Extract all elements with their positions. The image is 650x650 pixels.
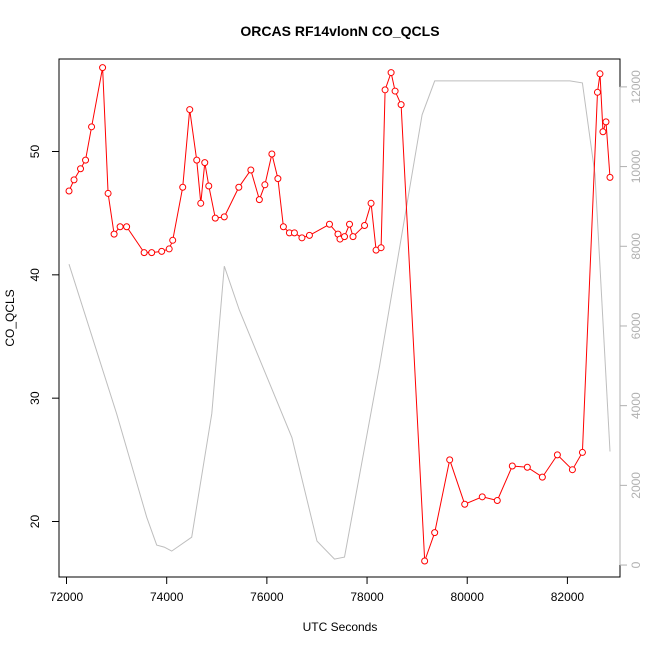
- co-qcls-point: [140, 249, 148, 257]
- co-qcls-point: [77, 165, 85, 173]
- x-tick-label: 82000: [551, 590, 585, 604]
- y2-tick-label: 6000: [629, 312, 643, 339]
- co-qcls-point: [391, 87, 399, 95]
- co-qcls-point: [201, 159, 209, 167]
- y2-tick-label: 12000: [629, 70, 643, 104]
- co-qcls-point: [110, 230, 118, 238]
- co-qcls-point: [421, 557, 429, 565]
- altitude-line: [68, 80, 611, 560]
- co-qcls-point: [578, 448, 586, 456]
- plot-frame: [58, 58, 621, 578]
- y2-tick-label: 10000: [629, 150, 643, 184]
- co-qcls-point: [88, 123, 96, 131]
- y2-tick-label: 8000: [629, 233, 643, 260]
- co-qcls-point: [298, 234, 306, 242]
- co-qcls-point: [325, 220, 333, 228]
- co-qcls-point: [305, 231, 313, 239]
- co-qcls-point: [211, 214, 219, 222]
- co-qcls-line: [68, 67, 611, 562]
- co-qcls-point: [70, 176, 78, 184]
- co-qcls-point: [602, 118, 610, 126]
- co-qcls-point: [596, 70, 604, 78]
- x-tick-label: 76000: [250, 590, 284, 604]
- co-qcls-point: [523, 463, 531, 471]
- co-qcls-point: [478, 493, 486, 501]
- co-qcls-point: [290, 229, 298, 237]
- x-tick-label: 78000: [350, 590, 384, 604]
- series-layer: [65, 64, 614, 565]
- co-qcls-point: [346, 220, 354, 228]
- co-qcls-point: [397, 101, 405, 109]
- y2-tick-label: 0: [629, 561, 643, 568]
- y-axis-right: 0 2000 4000 6000 8000 10000 12000: [619, 70, 643, 568]
- co-qcls-point: [148, 249, 156, 257]
- co-qcls-point: [538, 473, 546, 481]
- co-qcls-point: [82, 156, 90, 164]
- co-qcls-point: [606, 173, 614, 181]
- co-qcls-point: [179, 183, 187, 191]
- co-qcls-point: [461, 500, 469, 508]
- co-qcls-point: [381, 86, 389, 94]
- x-tick-label: 80000: [451, 590, 485, 604]
- co-qcls-point: [553, 451, 561, 459]
- co-qcls-point: [599, 128, 607, 136]
- co-qcls-point: [158, 247, 166, 255]
- x-axis: 72000 74000 76000 78000 80000 82000: [50, 576, 585, 604]
- chart-title: ORCAS RF14vlonN CO_QCLS: [240, 23, 439, 39]
- co-qcls-point: [349, 233, 357, 241]
- co-qcls-point: [279, 223, 287, 231]
- co-qcls-point: [255, 196, 263, 204]
- co-qcls-point: [367, 199, 375, 207]
- x-tick-label: 74000: [150, 590, 184, 604]
- co-qcls-point: [431, 529, 439, 537]
- y-axis-left: 20 30 40 50: [28, 145, 60, 529]
- co-qcls-point: [247, 166, 255, 174]
- co-qcls-point: [220, 213, 228, 221]
- co-qcls-point: [235, 183, 243, 191]
- co-qcls-point: [341, 233, 349, 241]
- co-qcls-point: [205, 182, 213, 190]
- co-qcls-point: [197, 199, 205, 207]
- x-axis-label: UTC Seconds: [303, 620, 378, 634]
- co-qcls-point: [274, 175, 282, 183]
- y-tick-label: 50: [28, 145, 42, 159]
- co-qcls-point: [377, 244, 385, 252]
- co-qcls-point: [387, 69, 395, 77]
- co-qcls-point: [508, 462, 516, 470]
- co-qcls-point: [123, 223, 131, 231]
- co-qcls-point: [568, 466, 576, 474]
- co-qcls-point: [165, 245, 173, 253]
- co-qcls-point: [116, 223, 124, 231]
- co-qcls-point: [169, 236, 177, 244]
- co-qcls-point: [261, 181, 269, 189]
- y-tick-label: 40: [28, 268, 42, 282]
- y2-tick-label: 4000: [629, 392, 643, 419]
- co-qcls-point: [186, 106, 194, 114]
- x-tick-label: 72000: [50, 590, 84, 604]
- y-tick-label: 20: [28, 515, 42, 529]
- co-qcls-point: [268, 150, 276, 158]
- y-tick-label: 30: [28, 391, 42, 405]
- y-axis-label: CO_QCLS: [3, 289, 17, 346]
- y2-tick-label: 2000: [629, 472, 643, 499]
- co-qcls-point: [193, 156, 201, 164]
- co-qcls-point: [593, 88, 601, 96]
- co-qcls-point: [99, 64, 107, 72]
- co-qcls-point: [361, 222, 369, 229]
- co-qcls-point: [65, 187, 73, 195]
- co-qcls-point: [104, 189, 112, 197]
- co-qcls-point: [493, 497, 501, 505]
- co-qcls-point: [446, 456, 454, 464]
